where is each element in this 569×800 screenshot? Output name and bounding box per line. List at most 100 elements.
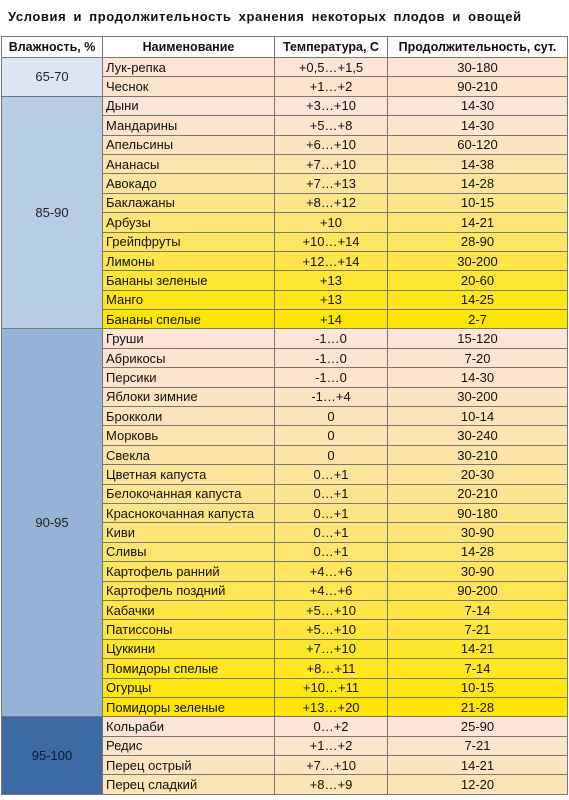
product-name: Белокочанная капуста — [102, 483, 275, 504]
duration: 14-30 — [387, 367, 568, 388]
duration: 7-21 — [387, 619, 568, 640]
table-row: Мандарины +5…+8 14-30 — [2, 115, 568, 136]
temperature: -1…0 — [274, 367, 388, 388]
duration: 30-180 — [387, 56, 568, 78]
temperature: +4…+6 — [274, 561, 388, 582]
header-cell: Наименование — [102, 36, 275, 58]
duration: 60-120 — [387, 134, 568, 155]
product-name: Авокадо — [102, 173, 275, 194]
duration: 25-90 — [387, 716, 568, 737]
product-name: Кабачки — [102, 599, 275, 621]
temperature: 0…+1 — [274, 464, 388, 485]
table-row: Чеснок +1…+2 90-210 — [2, 76, 568, 97]
table-body: 65-70 Лук-репка +0,5…+1,5 30-180 Чеснок +1…+2… — [1, 56, 568, 795]
temperature: +3…+10 — [274, 95, 388, 117]
duration: 7-14 — [387, 599, 568, 621]
header-row: Влажность, % Наименование Температура, С Пр… — [1, 36, 568, 58]
duration: 21-28 — [387, 696, 568, 718]
product-name: Киви — [102, 522, 275, 543]
table-row: Краснокочанная капуста 0…+1 90-180 — [2, 502, 568, 524]
duration: 30-240 — [387, 425, 568, 446]
temperature: +10 — [274, 212, 388, 233]
product-name: Перец сладкий — [102, 774, 275, 795]
duration: 12-20 — [387, 774, 568, 795]
temperature: +5…+10 — [274, 619, 388, 640]
product-name: Редис — [102, 735, 275, 757]
temperature: +8…+12 — [274, 192, 388, 214]
product-name: Перец острый — [102, 755, 275, 776]
duration: 14-21 — [387, 755, 568, 776]
table-row: Картофель поздний +4…+6 90-200 — [2, 580, 568, 601]
temperature: -1…0 — [274, 347, 388, 369]
duration: 10-14 — [387, 406, 568, 427]
table-row: Картофель ранний +4…+6 30-90 — [2, 561, 568, 582]
temperature: +7…+10 — [274, 755, 388, 776]
humidity-cell: 90-95 — [1, 328, 103, 718]
product-name: Огурцы — [102, 677, 275, 698]
duration: 20-60 — [387, 270, 568, 291]
duration: 30-90 — [387, 561, 568, 582]
product-name: Помидоры спелые — [102, 658, 275, 679]
product-name: Манго — [102, 289, 275, 311]
temperature: +7…+13 — [274, 173, 388, 194]
duration: 30-210 — [387, 444, 568, 466]
duration: 10-15 — [387, 677, 568, 698]
table-row: Абрикосы -1…0 7-20 — [2, 347, 568, 369]
title: Условия и продолжительность хранения нек… — [8, 9, 522, 24]
duration: 14-21 — [387, 638, 568, 660]
product-name: Груши — [102, 328, 275, 349]
duration: 14-25 — [387, 289, 568, 311]
table-row: 65-70 Лук-репка +0,5…+1,5 30-180 — [1, 56, 568, 97]
duration: 7-20 — [387, 347, 568, 369]
table-row: 85-90 Дыни +3…+10 14-30 — [1, 95, 568, 330]
product-name: Лимоны — [102, 250, 275, 272]
temperature: +13…+20 — [274, 696, 388, 718]
table-row: 90-95 Груши -1…0 15-120 — [1, 328, 568, 718]
duration: 15-120 — [387, 328, 568, 349]
header-cell: Продолжительность, сут. — [387, 36, 568, 58]
duration: 14-38 — [387, 153, 568, 175]
table-row: Грейпфруты +10…+14 28-90 — [2, 231, 568, 252]
table-row: Авокадо +7…+13 14-28 — [2, 173, 568, 194]
duration: 30-90 — [387, 522, 568, 543]
humidity-cell: 95-100 — [1, 716, 103, 795]
product-name: Апельсины — [102, 134, 275, 155]
table-row: Баклажаны +8…+12 10-15 — [2, 192, 568, 214]
temperature: 0…+1 — [274, 541, 388, 563]
product-name: Чеснок — [102, 76, 275, 97]
table-row: Перец острый +7…+10 14-21 — [2, 755, 568, 776]
table-row: Белокочанная капуста 0…+1 20-210 — [2, 483, 568, 504]
table-row: Персики -1…0 14-30 — [2, 367, 568, 388]
product-name: Сливы — [102, 541, 275, 563]
product-name: Ананасы — [102, 153, 275, 175]
temperature: -1…0 — [274, 328, 388, 349]
duration: 14-21 — [387, 212, 568, 233]
temperature: +6…+10 — [274, 134, 388, 155]
product-name: Свекла — [102, 444, 275, 466]
temperature: +10…+14 — [274, 231, 388, 252]
temperature: +14 — [274, 309, 388, 330]
product-name: Кольраби — [102, 716, 275, 737]
product-name: Морковь — [102, 425, 275, 446]
temperature: +8…+11 — [274, 658, 388, 679]
temperature: +5…+8 — [274, 115, 388, 136]
temperature: +13 — [274, 270, 388, 291]
duration: 14-28 — [387, 173, 568, 194]
table-row: Бананы зеленые +13 20-60 — [2, 270, 568, 291]
header-cell: Температура, С — [274, 36, 388, 58]
table-row: Сливы 0…+1 14-28 — [2, 541, 568, 563]
temperature: 0…+1 — [274, 522, 388, 543]
table-row: Ананасы +7…+10 14-38 — [2, 153, 568, 175]
table-row: Патиссоны +5…+10 7-21 — [2, 619, 568, 640]
table-row: Цветная капуста 0…+1 20-30 — [2, 464, 568, 485]
duration: 14-30 — [387, 115, 568, 136]
duration: 7-21 — [387, 735, 568, 757]
product-name: Картофель ранний — [102, 561, 275, 582]
duration: 10-15 — [387, 192, 568, 214]
temperature: +5…+10 — [274, 599, 388, 621]
temperature: +12…+14 — [274, 250, 388, 272]
temperature: +0,5…+1,5 — [274, 56, 388, 78]
product-name: Брокколи — [102, 406, 275, 427]
duration: 30-200 — [387, 250, 568, 272]
